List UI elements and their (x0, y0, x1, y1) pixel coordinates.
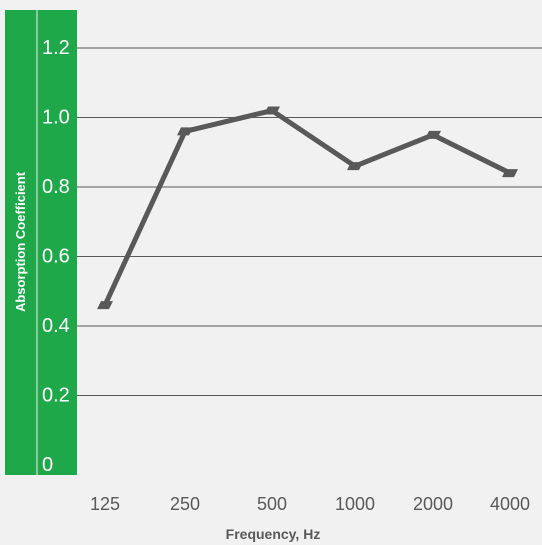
data-point (502, 169, 518, 178)
y-tick-labels: 0 0.2 0.4 0.6 0.8 1.0 1.2 (42, 37, 70, 476)
x-tick-labels: 125 250 500 1000 2000 4000 (90, 494, 530, 514)
data-point (264, 106, 280, 115)
x-tick-label: 250 (170, 494, 200, 514)
x-axis-title: Frequency, Hz (226, 526, 321, 542)
y-tick-label: 1.0 (42, 107, 70, 129)
data-point (347, 162, 363, 171)
y-axis-band (5, 10, 77, 475)
y-tick-label: 0.2 (42, 385, 70, 407)
x-tick-label: 2000 (413, 494, 453, 514)
x-tick-label: 125 (90, 494, 120, 514)
x-tick-label: 4000 (490, 494, 530, 514)
y-axis-title: Absorption Coefficient (13, 171, 28, 312)
data-point (425, 130, 441, 139)
y-tick-label: 0.8 (42, 176, 70, 198)
y-tick-label: 0.6 (42, 246, 70, 268)
y-tick-label: 0 (42, 454, 53, 476)
x-tick-label: 500 (257, 494, 287, 514)
y-tick-label: 1.2 (42, 37, 70, 59)
data-point (97, 301, 113, 310)
y-tick-label: 0.4 (42, 315, 70, 337)
series-line (102, 107, 512, 307)
data-point (177, 127, 193, 136)
x-tick-label: 1000 (335, 494, 375, 514)
series-line-group (97, 106, 518, 310)
gridlines (77, 47, 542, 396)
